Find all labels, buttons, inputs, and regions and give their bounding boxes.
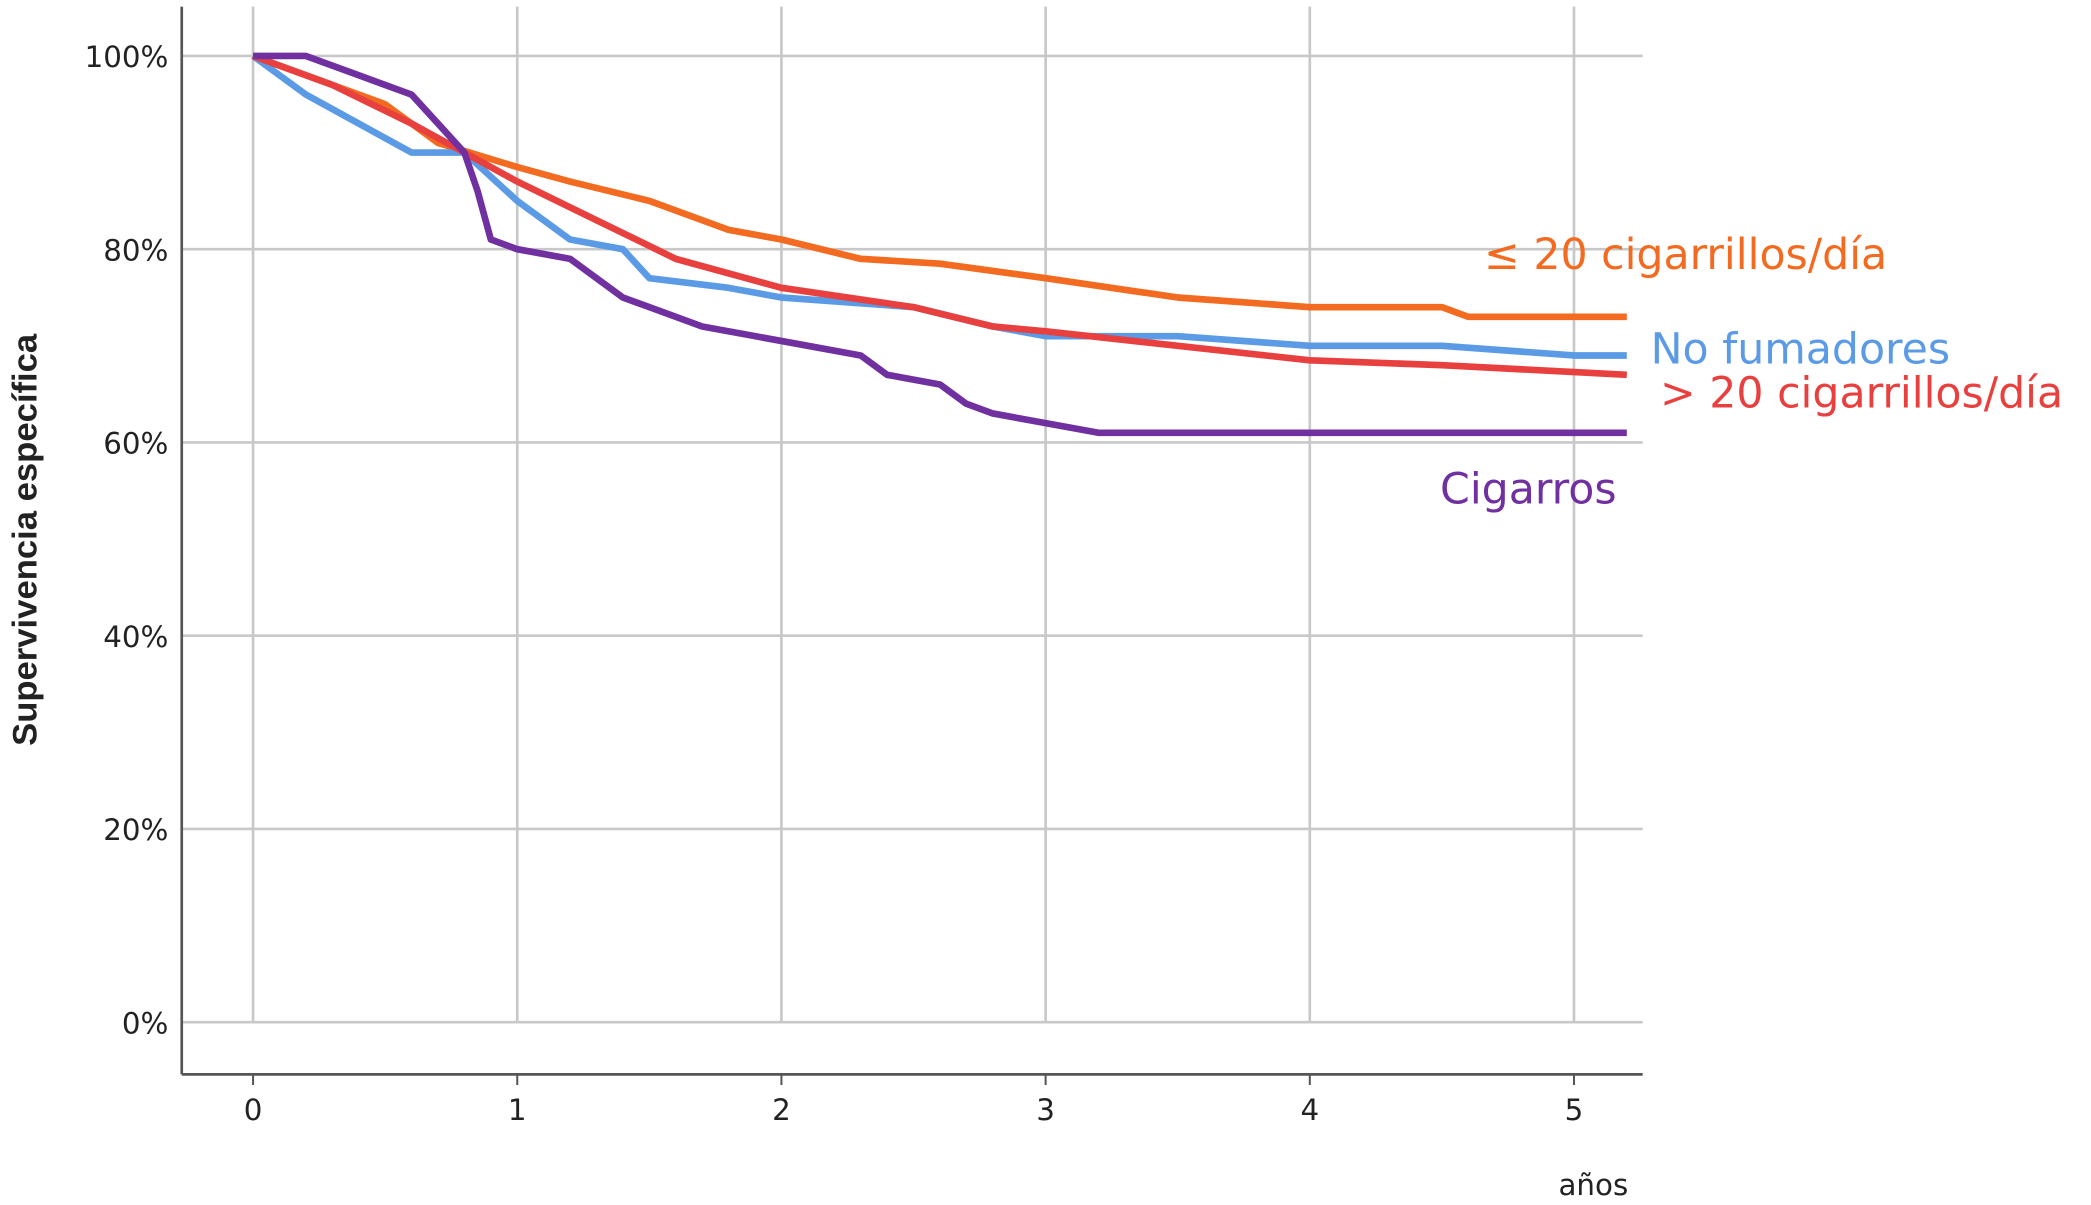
x-axis-label: años xyxy=(1558,1168,1628,1202)
x-tick-label: 2 xyxy=(772,1093,791,1127)
x-tick-label: 5 xyxy=(1565,1093,1584,1127)
series-label: No fumadores xyxy=(1651,324,1950,374)
series-label: > 20 cigarrillos/día xyxy=(1660,368,2063,418)
x-tick-label: 4 xyxy=(1300,1093,1319,1127)
survival-curve xyxy=(251,52,1627,321)
series-label: Cigarros xyxy=(1440,464,1617,514)
y-tick-label: 100% xyxy=(85,40,169,74)
y-tick-label: 60% xyxy=(103,427,168,461)
series-label: ≤ 20 cigarrillos/día xyxy=(1484,230,1887,280)
survival-curve xyxy=(253,52,1627,437)
x-tick-label: 0 xyxy=(244,1093,263,1127)
x-tick-label: 1 xyxy=(508,1093,527,1127)
y-tick-label: 20% xyxy=(103,813,168,847)
y-tick-label: 0% xyxy=(122,1006,169,1040)
y-tick-label: 80% xyxy=(103,233,168,267)
y-tick-label: 40% xyxy=(103,620,168,654)
survival-curve xyxy=(251,53,1627,359)
survival-curve xyxy=(251,52,1627,379)
x-tick-label: 3 xyxy=(1036,1093,1055,1127)
y-axis-label: Supervivencia específica xyxy=(6,333,44,746)
